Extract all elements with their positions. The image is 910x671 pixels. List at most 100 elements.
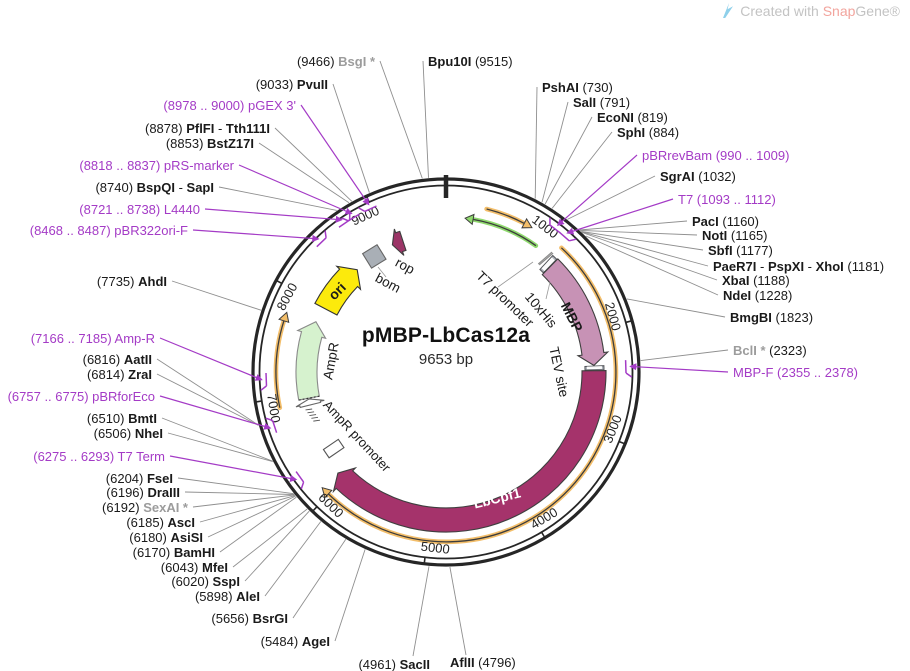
leader-PflFI - Tth111I	[274, 127, 353, 202]
site-label-SspI: (6020) SspI	[171, 574, 240, 589]
tick-6000	[311, 505, 318, 513]
tick-5000	[423, 556, 426, 565]
feature-ampr-arrow	[295, 320, 327, 401]
site-label-ZraI: (6814) ZraI	[87, 367, 152, 382]
leader-SspI	[244, 510, 310, 582]
feature-mbp-arrow	[541, 258, 610, 367]
tick-label-8000: 8000	[274, 280, 301, 313]
site-label-NdeI: NdeI (1228)	[723, 288, 792, 303]
leader-AgeI	[334, 549, 366, 642]
feature-label-tev-site: TEV site	[546, 345, 571, 398]
leader-SbfI	[581, 231, 704, 251]
site-label-SalI: SalI (791)	[573, 95, 630, 110]
site-label-pBR322ori-F: (8468 .. 8487) pBR322ori-F	[30, 223, 188, 238]
leader-PaeR7I - PspXI - XhoI	[581, 231, 709, 267]
feature-ampr-tail	[295, 398, 325, 409]
tick-label-3000: 3000	[600, 413, 625, 445]
snapgene-watermark: Created with SnapGene®	[720, 3, 900, 19]
feature-rop-arrow	[391, 228, 407, 256]
leader-T7 Term	[169, 455, 298, 482]
site-label-BspQI - SapI: (8740) BspQI - SapI	[95, 180, 214, 195]
site-label-AgeI: (5484) AgeI	[261, 634, 330, 649]
feature-tev-box-stripe-0	[586, 366, 602, 368]
site-label-SgrAI: SgrAI (1032)	[660, 169, 736, 184]
primer-mark-MBP-F	[624, 360, 633, 378]
plasmid-size: 9653 bp	[418, 351, 474, 368]
orf-main-arrowhead	[321, 486, 333, 499]
leader-ZraI	[156, 373, 259, 426]
feature-connector-2	[377, 266, 387, 278]
site-label-MBP-F: MBP-F (2355 .. 2378)	[733, 365, 858, 380]
leader-FseI	[177, 477, 294, 495]
t7-promoter-mark-0	[537, 251, 553, 265]
feature-his10-box-stripe-0	[541, 257, 553, 270]
leader-NotI	[580, 229, 698, 236]
orf-ampr-core	[275, 320, 285, 408]
leader-BspQI - SapI	[218, 186, 337, 211]
tick-label-6000: 6000	[315, 490, 346, 521]
orf-top-green-arrowhead	[464, 213, 475, 226]
site-label-Bpu10I: Bpu10I (9515)	[428, 54, 513, 69]
hatch-mark-1	[307, 411, 315, 414]
leader-AatII	[156, 358, 259, 426]
leader-MfeI	[232, 508, 308, 568]
site-label-AflII: AflII (4796)	[450, 655, 516, 670]
site-label-PaeR7I - PspXI - XhoI: PaeR7I - PspXI - XhoI (1181)	[713, 259, 884, 274]
site-label-PflFI - Tth111I: (8878) PflFI - Tth111I	[145, 121, 270, 136]
leader-DraIII	[184, 491, 295, 495]
site-label-BamHI: (6170) BamHI	[133, 545, 215, 560]
site-label-PshAI: PshAI (730)	[542, 80, 613, 95]
site-label-EcoNI: EcoNI (819)	[597, 110, 668, 125]
leader-pGEX 3'	[300, 104, 370, 206]
leader-L4440	[204, 208, 343, 223]
site-label-pRS-marker: (8818 .. 8837) pRS-marker	[79, 158, 234, 173]
tick-3000	[618, 440, 627, 446]
feature-ori-arrow	[314, 265, 362, 316]
leader-pBRrevBam	[556, 154, 638, 226]
site-label-AhdI: (7735) AhdI	[97, 274, 167, 289]
site-label-Amp-R: (7166 .. 7185) Amp-R	[31, 331, 155, 346]
plasmid-title-block: pMBP-LbCas12a 9653 bp	[362, 324, 530, 368]
site-label-SexAI *: (6192) SexAI *	[102, 500, 189, 515]
site-label-PacI: PacI (1160)	[692, 214, 759, 229]
leader-BsgI *	[379, 60, 423, 179]
site-label-NotI: NotI (1165)	[702, 228, 768, 243]
site-label-BsrGI: (5656) BsrGI	[211, 611, 288, 626]
feature-connector-0	[497, 261, 534, 288]
tick-7000	[254, 400, 263, 403]
leader-BstZ17I	[258, 142, 350, 204]
site-label-BstZ17I: (8853) BstZ17I	[166, 136, 254, 151]
orf-ampr-arrowhead	[278, 311, 290, 324]
leader-PacI	[579, 220, 688, 231]
leader-AscI	[199, 495, 296, 523]
leader-Bpu10I	[422, 60, 429, 178]
leader-AleI	[264, 521, 322, 597]
site-label-DraIII: (6196) DraIII	[106, 485, 180, 500]
leader-NheI	[167, 432, 273, 463]
hatch-mark-4	[313, 419, 321, 422]
primer-mark-pBR322ori-F	[316, 230, 327, 248]
leader-PshAI	[534, 86, 538, 199]
primer-mark-Amp-R	[260, 372, 268, 391]
site-label-AleI: (5898) AleI	[195, 589, 260, 604]
site-label-BsgI *: (9466) BsgI *	[297, 54, 376, 69]
site-label-BmgBI: BmgBI (1823)	[730, 310, 813, 325]
primer-mark-pBRforEco	[265, 417, 278, 433]
leader-BmgBI	[626, 298, 726, 318]
site-label-SacII: (4961) SacII	[358, 657, 430, 671]
snapgene-logo-icon	[723, 3, 734, 18]
leader-pRS-marker	[238, 164, 353, 215]
orf-top-orange-arrowhead	[521, 217, 533, 229]
leader-BsrGI	[292, 539, 347, 619]
leader-pBR322ori-F	[192, 229, 320, 243]
plasmid-name: pMBP-LbCas12a	[361, 324, 531, 347]
feature-ampr-promoter-box	[322, 438, 345, 459]
leader-PvuII	[332, 83, 370, 193]
tick-label-4000: 4000	[528, 504, 561, 532]
hatch-mark-2	[309, 414, 317, 417]
site-label-AsiSI: (6180) AsiSI	[129, 530, 203, 545]
leader-SexAI *	[192, 494, 295, 508]
feature-his10-box-stripe-2	[543, 259, 555, 272]
leader-EcoNI	[544, 116, 593, 205]
